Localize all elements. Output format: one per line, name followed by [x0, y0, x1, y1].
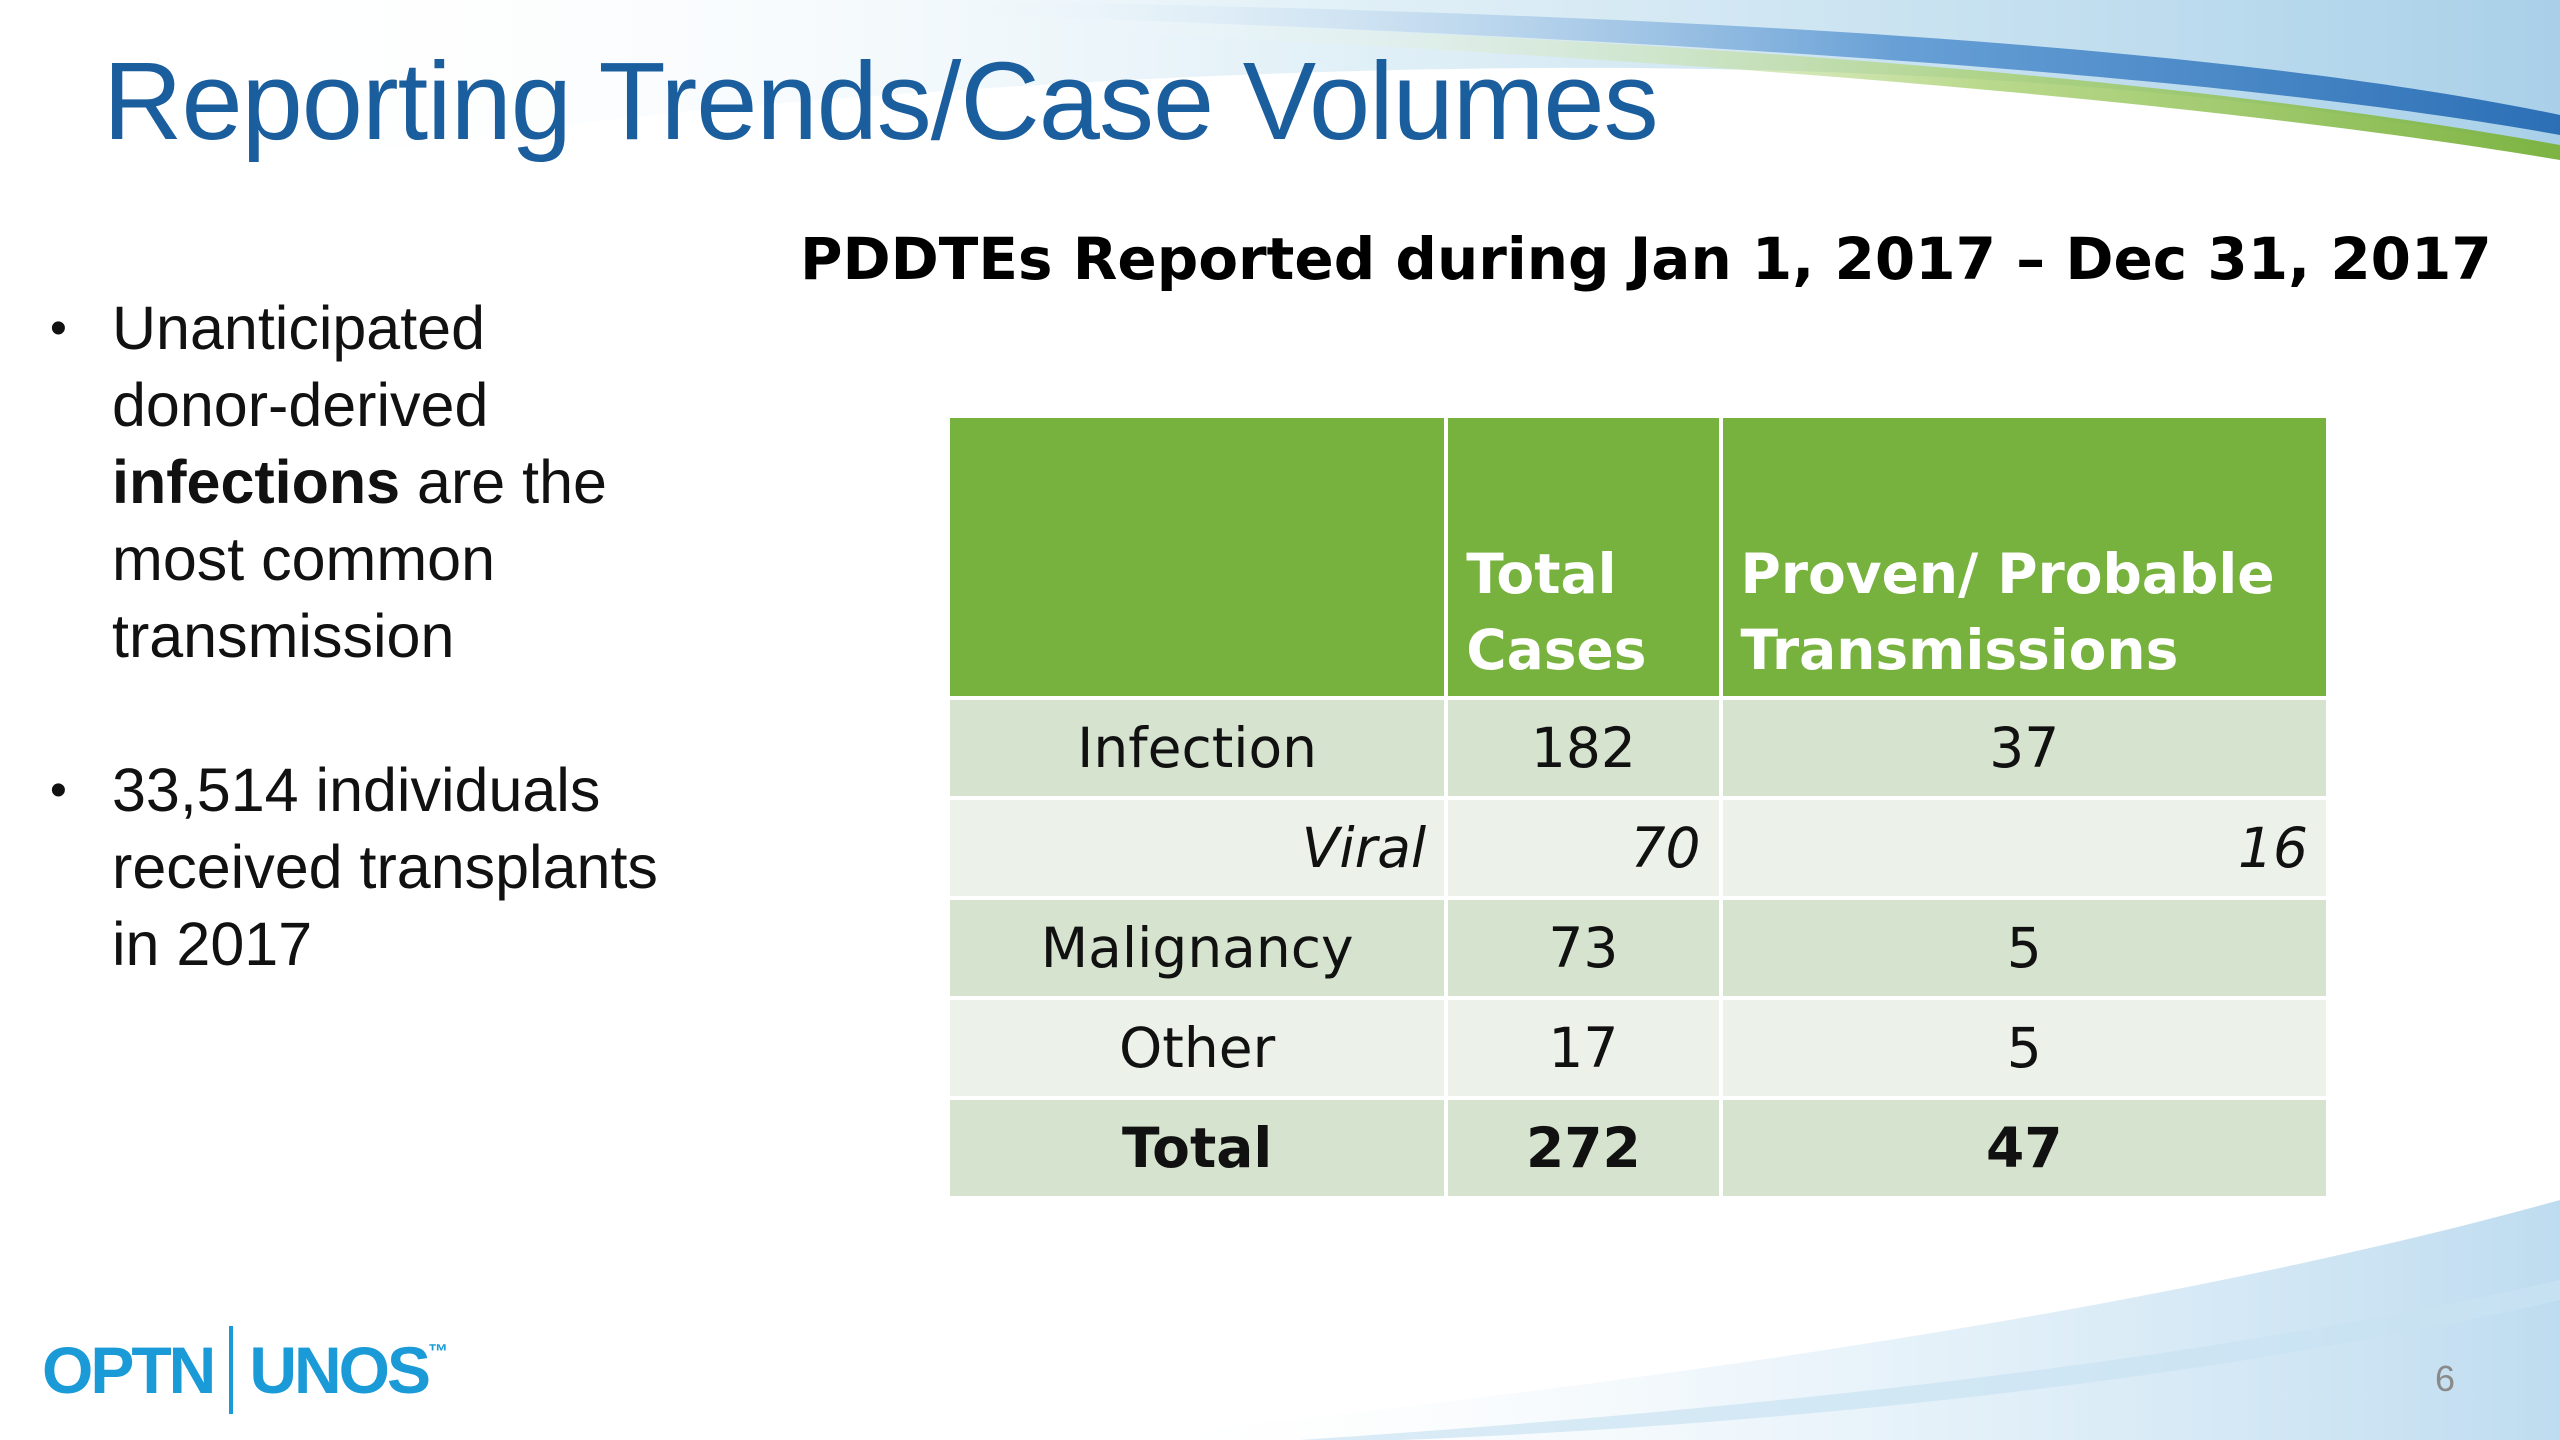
- transmissions-cell: 47: [1718, 1096, 2331, 1200]
- table-caption: PDDTEs Reported during Jan 1, 2017 – Dec…: [800, 225, 2492, 293]
- table-row: Other 17 5: [945, 996, 2331, 1100]
- table-row: Malignancy 73 5: [945, 896, 2331, 1000]
- transmissions-cell: 16: [1718, 796, 2331, 900]
- bullet-emphasis: infections: [112, 448, 401, 516]
- table-row: Infection 182 37: [945, 696, 2331, 800]
- transmissions-cell: 5: [1718, 896, 2331, 1000]
- bullet-text: Unanticipated donor-derived: [112, 294, 489, 439]
- logo-unos-text: UNOS: [249, 1333, 431, 1407]
- table-total-row: Total 272 47: [945, 1096, 2331, 1200]
- total-cases-cell: 272: [1444, 1096, 1723, 1200]
- total-cases-cell: 17: [1444, 996, 1723, 1100]
- logo-trademark: ™: [428, 1341, 449, 1363]
- row-label: Other: [945, 996, 1449, 1100]
- transmissions-cell: 37: [1718, 696, 2331, 800]
- header-total-cases: Total Cases: [1444, 414, 1723, 700]
- table-header-row: Total Cases Proven/ Probable Transmissio…: [945, 414, 2331, 700]
- total-cases-cell: 182: [1444, 696, 1723, 800]
- bullet-list: • Unanticipated donor-derived infections …: [50, 290, 670, 983]
- row-label: Viral: [945, 796, 1449, 900]
- slide-title: Reporting Trends/Case Volumes: [103, 40, 1659, 163]
- row-label: Infection: [945, 696, 1449, 800]
- bullet-item: • 33,514 individuals received transplants…: [50, 752, 670, 983]
- logo-divider: [229, 1326, 234, 1414]
- total-cases-cell: 70: [1444, 796, 1723, 900]
- header-proven-probable: Proven/ Probable Transmissions: [1718, 414, 2331, 700]
- bullet-text: 33,514 individuals received transplants …: [112, 756, 658, 978]
- bullet-icon: •: [50, 764, 67, 817]
- pddte-table: Total Cases Proven/ Probable Transmissio…: [945, 414, 2331, 1200]
- row-label: Malignancy: [945, 896, 1449, 1000]
- bullet-text: are the most common transmission: [112, 448, 607, 670]
- total-cases-cell: 73: [1444, 896, 1723, 1000]
- header-blank-cell: [945, 414, 1449, 700]
- page-number: 6: [2434, 1358, 2455, 1399]
- optn-unos-logo: OPTN UNOS ™: [42, 1325, 448, 1415]
- bullet-icon: •: [50, 302, 67, 355]
- table-row: Viral 70 16: [945, 796, 2331, 900]
- bullet-item: • Unanticipated donor-derived infections …: [50, 290, 670, 675]
- transmissions-cell: 5: [1718, 996, 2331, 1100]
- logo-optn-text: OPTN: [42, 1333, 216, 1407]
- row-label: Total: [945, 1096, 1449, 1200]
